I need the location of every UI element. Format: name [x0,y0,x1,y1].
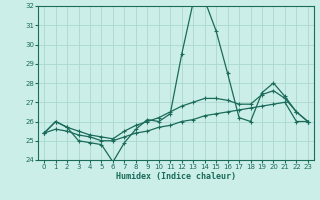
X-axis label: Humidex (Indice chaleur): Humidex (Indice chaleur) [116,172,236,181]
